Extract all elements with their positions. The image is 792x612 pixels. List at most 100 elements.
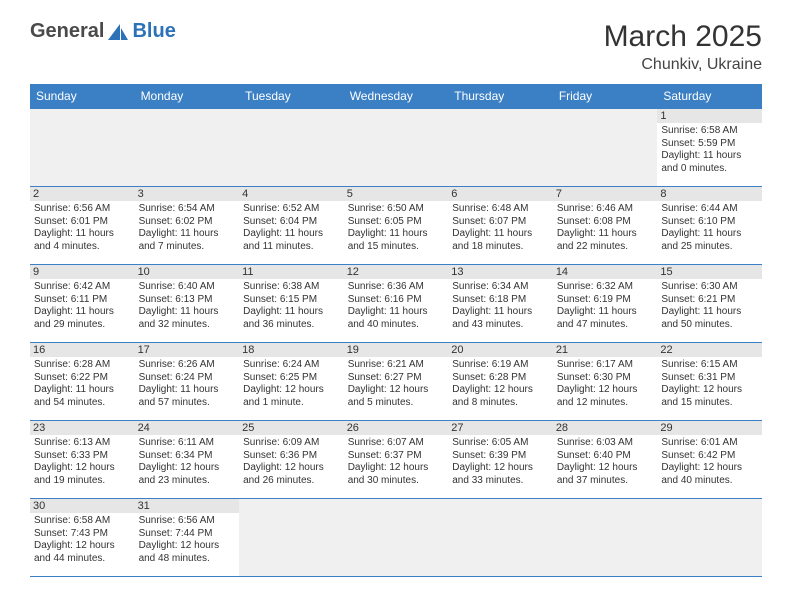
day-info: Sunrise: 6:42 AMSunset: 6:11 PMDaylight:… xyxy=(34,281,131,331)
info-line: Sunset: 7:44 PM xyxy=(139,528,236,541)
info-line: and 33 minutes. xyxy=(452,475,549,488)
calendar-row: 9Sunrise: 6:42 AMSunset: 6:11 PMDaylight… xyxy=(30,265,762,343)
logo-text-general: General xyxy=(30,20,104,43)
info-line: and 26 minutes. xyxy=(243,475,340,488)
day-info: Sunrise: 6:52 AMSunset: 6:04 PMDaylight:… xyxy=(243,203,340,253)
calendar-cell-blank xyxy=(344,109,449,187)
calendar-cell-14: 14 Sunrise: 6:32 AMSunset: 6:19 PMDayligh… xyxy=(553,265,658,343)
info-line: Daylight: 12 hours xyxy=(557,462,654,475)
day-number: 15 xyxy=(657,265,762,279)
day-number: 10 xyxy=(135,265,240,279)
calendar-cell-26: 26Sunrise: 6:07 AMSunset: 6:37 PMDayligh… xyxy=(344,421,449,499)
info-line: Sunset: 6:37 PM xyxy=(348,450,445,463)
info-line: Sunrise: 6:58 AM xyxy=(661,125,758,138)
calendar-cell-31: 31Sunrise: 6:56 AMSunset: 7:44 PMDayligh… xyxy=(135,499,240,577)
calendar-cell-20: 20Sunrise: 6:19 AMSunset: 6:28 PMDayligh… xyxy=(448,343,553,421)
day-info: Sunrise: 6:05 AMSunset: 6:39 PMDaylight:… xyxy=(452,437,549,487)
info-line: and 40 minutes. xyxy=(348,319,445,332)
day-info: Sunrise: 6:24 AMSunset: 6:25 PMDaylight:… xyxy=(243,359,340,409)
info-line: and 40 minutes. xyxy=(661,475,758,488)
day-info: Sunrise: 6:38 AMSunset: 6:15 PMDaylight:… xyxy=(243,281,340,331)
calendar-cell-5: 5 Sunrise: 6:50 AMSunset: 6:05 PMDaylight… xyxy=(344,187,449,265)
info-line: Sunset: 6:24 PM xyxy=(139,372,236,385)
info-line: and 36 minutes. xyxy=(243,319,340,332)
day-info: Sunrise: 6:50 AMSunset: 6:05 PMDaylight:… xyxy=(348,203,445,253)
day-number: 22 xyxy=(657,343,762,357)
info-line: Sunset: 6:28 PM xyxy=(452,372,549,385)
day-number: 5 xyxy=(344,187,449,201)
info-line: Daylight: 11 hours xyxy=(34,306,131,319)
info-line: and 54 minutes. xyxy=(34,397,131,410)
info-line: Sunrise: 6:34 AM xyxy=(452,281,549,294)
info-line: Sunrise: 6:21 AM xyxy=(348,359,445,372)
info-line: Sunset: 6:25 PM xyxy=(243,372,340,385)
day-info: Sunrise: 6:44 AMSunset: 6:10 PMDaylight:… xyxy=(661,203,758,253)
info-line: Daylight: 12 hours xyxy=(139,462,236,475)
info-line: and 29 minutes. xyxy=(34,319,131,332)
day-info: Sunrise: 6:28 AMSunset: 6:22 PMDaylight:… xyxy=(34,359,131,409)
day-header-saturday: Saturday xyxy=(657,84,762,109)
day-number: 21 xyxy=(553,343,658,357)
info-line: Sunset: 6:18 PM xyxy=(452,294,549,307)
day-header-sunday: Sunday xyxy=(30,84,135,109)
info-line: Sunset: 6:27 PM xyxy=(348,372,445,385)
calendar-cell-6: 6Sunrise: 6:48 AMSunset: 6:07 PMDaylight… xyxy=(448,187,553,265)
info-line: and 5 minutes. xyxy=(348,397,445,410)
info-line: Sunrise: 6:40 AM xyxy=(139,281,236,294)
logo: General Blue xyxy=(30,20,176,43)
calendar-cell-25: 25Sunrise: 6:09 AMSunset: 6:36 PMDayligh… xyxy=(239,421,344,499)
calendar-cell-18: 18Sunrise: 6:24 AMSunset: 6:25 PMDayligh… xyxy=(239,343,344,421)
info-line: Daylight: 11 hours xyxy=(452,228,549,241)
info-line: Daylight: 11 hours xyxy=(348,228,445,241)
day-number: 7 xyxy=(553,187,658,201)
info-line: Daylight: 11 hours xyxy=(661,306,758,319)
info-line: and 25 minutes. xyxy=(661,241,758,254)
day-number: 14 xyxy=(553,265,658,279)
calendar-row: 30Sunrise: 6:58 AMSunset: 7:43 PMDayligh… xyxy=(30,499,762,577)
calendar-cell-9: 9Sunrise: 6:42 AMSunset: 6:11 PMDaylight… xyxy=(30,265,135,343)
calendar-cell-3: 3Sunrise: 6:54 AMSunset: 6:02 PMDaylight… xyxy=(135,187,240,265)
calendar-cell-23: 23Sunrise: 6:13 AMSunset: 6:33 PMDayligh… xyxy=(30,421,135,499)
info-line: Sunrise: 6:03 AM xyxy=(557,437,654,450)
day-info: Sunrise: 6:56 AMSunset: 7:44 PMDaylight:… xyxy=(139,515,236,565)
info-line: Sunrise: 6:52 AM xyxy=(243,203,340,216)
day-info: Sunrise: 6:32 AMSunset: 6:19 PMDaylight:… xyxy=(557,281,654,331)
info-line: and 7 minutes. xyxy=(139,241,236,254)
calendar-cell-4: 4Sunrise: 6:52 AMSunset: 6:04 PMDaylight… xyxy=(239,187,344,265)
day-info: Sunrise: 6:34 AMSunset: 6:18 PMDaylight:… xyxy=(452,281,549,331)
day-number: 24 xyxy=(135,421,240,435)
day-number: 11 xyxy=(239,265,344,279)
calendar-cell-1: 1Sunrise: 6:58 AMSunset: 5:59 PMDaylight… xyxy=(657,109,762,187)
info-line: and 15 minutes. xyxy=(661,397,758,410)
logo-text-blue: Blue xyxy=(132,20,175,43)
day-number: 17 xyxy=(135,343,240,357)
calendar-cell-22: 22Sunrise: 6:15 AMSunset: 6:31 PMDayligh… xyxy=(657,343,762,421)
day-info: Sunrise: 6:01 AMSunset: 6:42 PMDaylight:… xyxy=(661,437,758,487)
info-line: Sunrise: 6:17 AM xyxy=(557,359,654,372)
day-number: 16 xyxy=(30,343,135,357)
info-line: Sunrise: 6:48 AM xyxy=(452,203,549,216)
info-line: Sunset: 7:43 PM xyxy=(34,528,131,541)
info-line: Daylight: 12 hours xyxy=(452,384,549,397)
info-line: Sunrise: 6:30 AM xyxy=(661,281,758,294)
day-number: 23 xyxy=(30,421,135,435)
calendar-cell-blank xyxy=(344,499,449,577)
calendar-cell-27: 27Sunrise: 6:05 AMSunset: 6:39 PMDayligh… xyxy=(448,421,553,499)
info-line: and 32 minutes. xyxy=(139,319,236,332)
info-line: Sunset: 6:13 PM xyxy=(139,294,236,307)
info-line: Sunrise: 6:11 AM xyxy=(139,437,236,450)
info-line: and 37 minutes. xyxy=(557,475,654,488)
calendar-row: 23Sunrise: 6:13 AMSunset: 6:33 PMDayligh… xyxy=(30,421,762,499)
calendar-cell-blank xyxy=(657,499,762,577)
day-number: 25 xyxy=(239,421,344,435)
calendar-cell-16: 16 Sunrise: 6:28 AMSunset: 6:22 PMDayligh… xyxy=(30,343,135,421)
info-line: Sunrise: 6:44 AM xyxy=(661,203,758,216)
calendar-cell-19: 19Sunrise: 6:21 AMSunset: 6:27 PMDayligh… xyxy=(344,343,449,421)
info-line: and 44 minutes. xyxy=(34,553,131,566)
info-line: Daylight: 12 hours xyxy=(34,540,131,553)
info-line: Daylight: 11 hours xyxy=(348,306,445,319)
info-line: Sunset: 6:15 PM xyxy=(243,294,340,307)
info-line: Daylight: 12 hours xyxy=(348,384,445,397)
day-info: Sunrise: 6:11 AMSunset: 6:34 PMDaylight:… xyxy=(139,437,236,487)
day-header-row: SundayMondayTuesdayWednesdayThursdayFrid… xyxy=(30,84,762,109)
